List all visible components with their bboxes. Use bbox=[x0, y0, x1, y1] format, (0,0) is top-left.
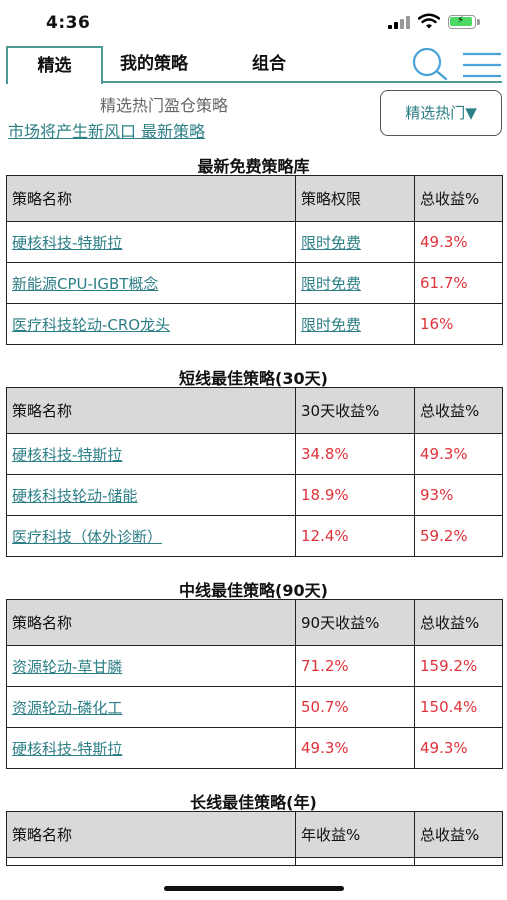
battery-icon: ⚡ bbox=[448, 15, 476, 29]
section-title-free: 最新免费策略库 bbox=[197, 157, 310, 176]
search-icon[interactable] bbox=[408, 47, 450, 81]
table-row[interactable]: 硬核科技-特斯拉 限时免费 49.3% bbox=[6, 221, 503, 263]
total-return: 93% bbox=[414, 474, 503, 516]
column-header: 总收益% bbox=[414, 387, 503, 434]
strategy-name-link[interactable]: 资源轮动-草甘膦 bbox=[12, 657, 123, 676]
filter-dropdown-button[interactable]: 精选热门▼ bbox=[380, 90, 502, 136]
column-header: 策略名称 bbox=[6, 387, 296, 434]
strategy-name-link[interactable]: 医疗科技轮动-CRO龙头 bbox=[12, 315, 171, 334]
table-row[interactable]: 医疗科技（体外诊断） 12.4% 59.2% bbox=[6, 515, 503, 557]
period-return: 12.4% bbox=[295, 515, 415, 557]
column-header: 90天收益% bbox=[295, 599, 415, 646]
strategy-name-link[interactable]: 硬核科技-特斯拉 bbox=[12, 739, 123, 758]
long-term-strategy-table: 策略名称 年收益% 总收益% bbox=[6, 811, 503, 866]
column-header: 策略名称 bbox=[6, 175, 296, 222]
strategy-name-link[interactable]: 硬核科技-特斯拉 bbox=[12, 233, 123, 252]
permission-link[interactable]: 限时免费 bbox=[301, 274, 362, 293]
table-row bbox=[6, 857, 503, 866]
table-row[interactable]: 硬核科技-特斯拉 49.3% 49.3% bbox=[6, 727, 503, 769]
total-return: 49.3% bbox=[414, 727, 503, 769]
section-title-long-term: 长线最佳策略(年) bbox=[190, 793, 317, 812]
period-return: 34.8% bbox=[295, 433, 415, 475]
column-header: 策略名称 bbox=[6, 599, 296, 646]
battery-tip bbox=[477, 19, 480, 25]
short-term-strategy-table: 策略名称 30天收益% 总收益% 硬核科技-特斯拉 34.8% 49.3% 硬核… bbox=[6, 387, 503, 557]
home-indicator[interactable] bbox=[164, 886, 344, 891]
total-return: 49.3% bbox=[414, 221, 503, 263]
mid-term-strategy-table: 策略名称 90天收益% 总收益% 资源轮动-草甘膦 71.2% 159.2% 资… bbox=[6, 599, 503, 769]
latest-strategy-link[interactable]: 市场将产生新风口 最新策略 bbox=[8, 122, 206, 141]
table-row[interactable]: 医疗科技轮动-CRO龙头 限时免费 16% bbox=[6, 303, 503, 345]
wifi-icon bbox=[418, 13, 440, 29]
table-row[interactable]: 硬核科技轮动-储能 18.9% 93% bbox=[6, 474, 503, 516]
table-row[interactable]: 新能源CPU-IGBT概念 限时免费 61.7% bbox=[6, 262, 503, 304]
section-title-short-term: 短线最佳策略(30天) bbox=[179, 369, 328, 388]
section-title-mid-term: 中线最佳策略(90天) bbox=[179, 581, 328, 600]
total-return: 159.2% bbox=[414, 645, 503, 687]
strategy-name-link[interactable]: 新能源CPU-IGBT概念 bbox=[12, 274, 159, 293]
table-row[interactable]: 资源轮动-草甘膦 71.2% 159.2% bbox=[6, 645, 503, 687]
tab-my-strategies[interactable]: 我的策略 bbox=[120, 54, 188, 74]
period-return: 71.2% bbox=[295, 645, 415, 687]
strategy-name-link[interactable]: 医疗科技（体外诊断） bbox=[12, 527, 163, 546]
total-return: 150.4% bbox=[414, 686, 503, 728]
total-return: 61.7% bbox=[414, 262, 503, 304]
column-header: 策略名称 bbox=[6, 811, 296, 858]
period-return: 50.7% bbox=[295, 686, 415, 728]
total-return: 49.3% bbox=[414, 433, 503, 475]
permission-link[interactable]: 限时免费 bbox=[301, 233, 362, 252]
tab-bar: 精选 我的策略 组合 bbox=[6, 46, 502, 84]
column-header: 策略权限 bbox=[295, 175, 415, 222]
strategy-name-link[interactable]: 硬核科技-特斯拉 bbox=[12, 445, 123, 464]
cellular-signal-icon bbox=[388, 15, 410, 29]
tab-featured[interactable]: 精选 bbox=[6, 46, 103, 84]
column-header: 总收益% bbox=[414, 599, 503, 646]
status-time: 4:36 bbox=[46, 13, 91, 33]
column-header: 年收益% bbox=[295, 811, 415, 858]
table-header-row: 策略名称 30天收益% 总收益% bbox=[6, 387, 503, 434]
strategy-name-link[interactable]: 资源轮动-磷化工 bbox=[12, 698, 123, 717]
period-return: 49.3% bbox=[295, 727, 415, 769]
table-header-row: 策略名称 90天收益% 总收益% bbox=[6, 599, 503, 646]
status-bar: 4:36 ⚡ bbox=[0, 0, 507, 44]
table-header-row: 策略名称 策略权限 总收益% bbox=[6, 175, 503, 222]
page-subtitle: 精选热门盈仓策略 bbox=[100, 96, 229, 115]
total-return: 59.2% bbox=[414, 515, 503, 557]
strategy-name-link[interactable]: 硬核科技轮动-储能 bbox=[12, 486, 138, 505]
free-strategy-table: 策略名称 策略权限 总收益% 硬核科技-特斯拉 限时免费 49.3% 新能源CP… bbox=[6, 175, 503, 345]
permission-link[interactable]: 限时免费 bbox=[301, 315, 362, 334]
column-header: 总收益% bbox=[414, 811, 503, 858]
column-header: 总收益% bbox=[414, 175, 503, 222]
tab-portfolio[interactable]: 组合 bbox=[252, 54, 286, 74]
table-row[interactable]: 资源轮动-磷化工 50.7% 150.4% bbox=[6, 686, 503, 728]
total-return: 16% bbox=[414, 303, 503, 345]
period-return: 18.9% bbox=[295, 474, 415, 516]
menu-icon[interactable] bbox=[462, 50, 502, 80]
table-row[interactable]: 硬核科技-特斯拉 34.8% 49.3% bbox=[6, 433, 503, 475]
table-header-row: 策略名称 年收益% 总收益% bbox=[6, 811, 503, 858]
tab-underline bbox=[6, 81, 502, 83]
column-header: 30天收益% bbox=[295, 387, 415, 434]
